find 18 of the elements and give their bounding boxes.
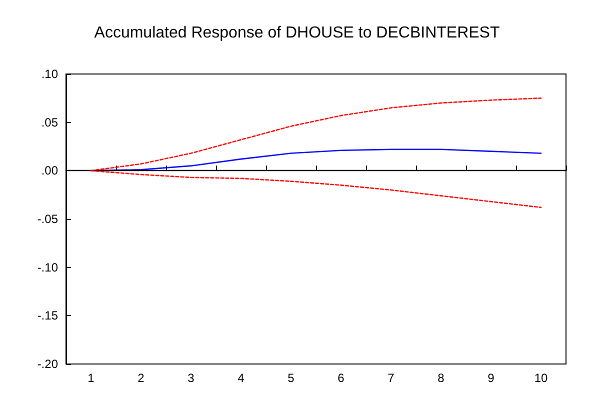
y-tick-label: .05 xyxy=(41,115,58,130)
x-tick-label: 8 xyxy=(438,371,445,385)
y-tick-label: .10 xyxy=(41,67,58,81)
x-tick-label: 7 xyxy=(388,371,395,385)
y-tick-label: -.10 xyxy=(37,260,58,274)
x-tick-label: 9 xyxy=(488,371,495,385)
y-tick-label: .00 xyxy=(41,164,58,178)
y-tick-label: -.15 xyxy=(37,308,58,323)
y-tick-label: -.20 xyxy=(37,357,58,371)
x-tick-label: 3 xyxy=(188,371,195,385)
x-tick-label: 10 xyxy=(534,371,548,385)
x-tick-label: 6 xyxy=(338,371,345,385)
x-tick-label: 5 xyxy=(288,371,295,385)
x-tick-label: 1 xyxy=(88,371,95,385)
x-tick-label: 2 xyxy=(138,371,145,385)
chart-title: Accumulated Response of DHOUSE to DECBINTEREST xyxy=(94,24,500,42)
x-tick-label: 4 xyxy=(238,371,245,385)
y-tick-label: -.05 xyxy=(37,212,58,226)
